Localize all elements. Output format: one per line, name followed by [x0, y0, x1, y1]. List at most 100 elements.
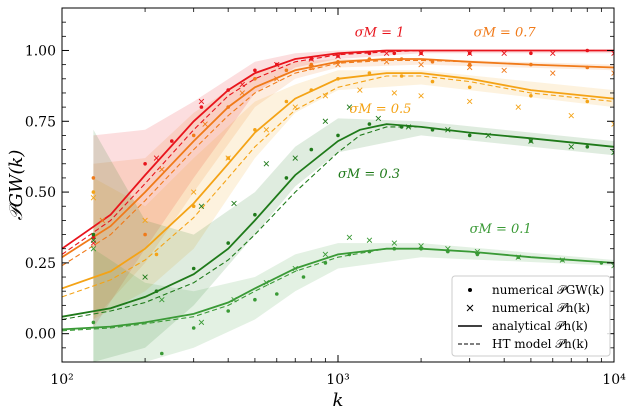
- cross-point: [292, 265, 298, 272]
- band-series-3: [93, 118, 614, 362]
- dot-point: [430, 79, 435, 84]
- cross-point: [263, 127, 270, 133]
- dot-point: [154, 289, 159, 294]
- cross-point: [466, 50, 473, 57]
- dot-point: [467, 85, 472, 90]
- dot-point: [253, 77, 257, 81]
- dot-point: [253, 68, 257, 73]
- dot-point: [347, 252, 352, 257]
- cross-point: [153, 155, 160, 161]
- legend: numerical 𝒫GW(k) numerical 𝒫h(k) analytica…: [451, 275, 611, 357]
- dot-point: [91, 176, 96, 180]
- dot-point: [323, 261, 328, 265]
- dot-point: [199, 105, 204, 109]
- cross-point: [466, 64, 473, 71]
- cross-point: [418, 243, 424, 249]
- cross-point: [445, 246, 451, 252]
- cross-point: [466, 98, 473, 105]
- dot-point: [336, 60, 340, 64]
- cross-point: [159, 296, 165, 303]
- cross-point: [383, 59, 390, 65]
- cross-point: [90, 195, 97, 201]
- dot-point: [309, 62, 314, 67]
- ht-model-curve-1: [62, 59, 614, 267]
- cross-point: [418, 50, 424, 57]
- cross-point: [263, 161, 270, 167]
- dot-point: [367, 249, 372, 254]
- dot-point: [585, 145, 590, 149]
- cross-point: [292, 155, 298, 161]
- analytical-curve-3: [62, 123, 614, 318]
- x-tick-label: 10³: [326, 372, 349, 388]
- data-markers: [90, 48, 614, 356]
- y-tick-label: 0.75: [25, 114, 56, 130]
- cross-point: [142, 217, 148, 224]
- cross-point: [568, 112, 574, 119]
- cross-point: [550, 70, 556, 76]
- dot-point: [275, 292, 279, 296]
- cross-point: [357, 87, 363, 93]
- dot-point: [91, 235, 96, 240]
- legend-entry-label: HT model 𝒫h(k): [492, 337, 588, 351]
- model-curves: [62, 49, 614, 332]
- cross-point: [308, 64, 314, 71]
- dot-point: [367, 57, 372, 61]
- dot-point: [253, 212, 257, 217]
- cross-point: [142, 274, 148, 280]
- cross-point: [274, 76, 280, 82]
- dot-point: [284, 99, 289, 104]
- x-tick-label: 10⁴: [602, 372, 626, 388]
- cross-point: [611, 149, 614, 156]
- cross-point: [202, 121, 208, 127]
- sigma-label-0: σM = 1: [355, 25, 405, 40]
- legend-cross-handle: [466, 304, 474, 312]
- cross-point: [239, 81, 246, 88]
- cross-point: [231, 296, 237, 303]
- dot-point: [160, 351, 164, 356]
- cross-point: [198, 319, 205, 326]
- dot-point: [529, 94, 533, 98]
- cross-point: [550, 50, 556, 57]
- cross-point: [515, 254, 522, 260]
- dot-point: [419, 246, 423, 251]
- cross-point: [239, 90, 246, 96]
- dot-point: [143, 162, 147, 166]
- dot-point: [309, 147, 314, 152]
- band-series-4: [93, 243, 614, 362]
- dot-point: [191, 133, 196, 138]
- dot-point: [253, 297, 257, 302]
- cross-point: [611, 121, 614, 127]
- cross-point: [405, 124, 412, 130]
- cross-point: [383, 50, 390, 57]
- dot-point: [91, 190, 96, 194]
- dot-point: [585, 99, 590, 104]
- cross-point: [501, 50, 507, 57]
- cross-point: [99, 217, 106, 224]
- analytical-curve-2: [62, 72, 614, 290]
- sigma-annotations: σM = 1 σM = 0.7 σM = 0.5 σM = 0.3 σM = 0.1: [338, 25, 536, 237]
- dot-point: [191, 326, 196, 330]
- ht-model-curve-0: [62, 49, 614, 255]
- legend-entry-label: numerical 𝒫h(k): [492, 301, 590, 315]
- dot-point: [399, 125, 404, 129]
- dot-point: [226, 241, 230, 245]
- cross-point: [308, 56, 314, 62]
- dot-point: [392, 246, 397, 251]
- dot-point: [191, 204, 196, 208]
- x-tick-label: 10²: [50, 372, 73, 388]
- cross-point: [322, 118, 329, 124]
- cross-point: [198, 203, 205, 209]
- dot-point: [475, 252, 480, 257]
- dot-point: [399, 57, 404, 61]
- sigma-label-2: σM = 0.5: [349, 102, 411, 117]
- cross-point: [474, 248, 481, 255]
- x-axis-label: k: [333, 390, 344, 411]
- dot-point: [430, 128, 435, 132]
- band-series-1: [93, 59, 614, 320]
- y-axis-label: 𝒫GW(k): [6, 150, 27, 221]
- legend-dot-handle: [468, 288, 472, 292]
- cross-point: [159, 166, 165, 173]
- cross-point: [274, 61, 280, 68]
- legend-entry-label: numerical 𝒫GW(k): [492, 283, 604, 297]
